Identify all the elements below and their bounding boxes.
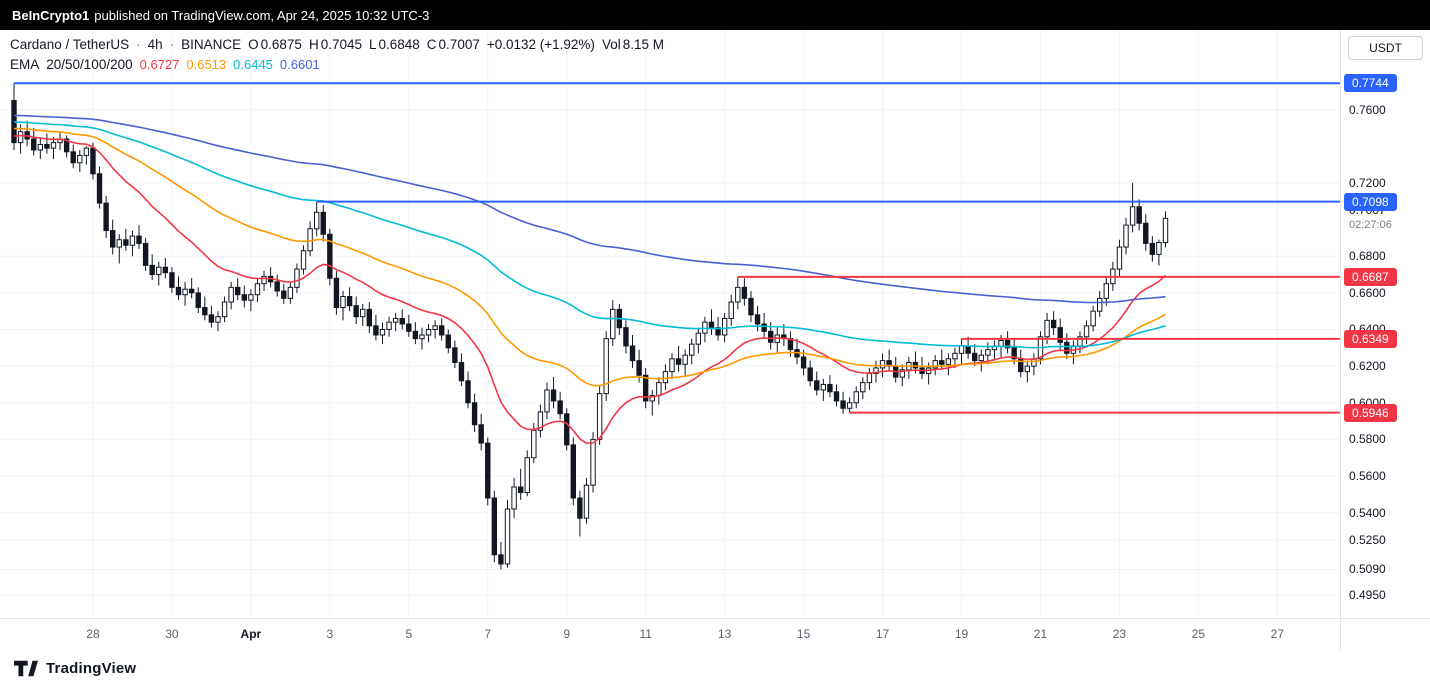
time-tick-label: 13 [717, 627, 732, 641]
time-tick-label: 17 [875, 627, 890, 641]
price-tick-label: 0.5400 [1349, 505, 1386, 520]
low-value: L 0.6848 [368, 37, 420, 52]
ema-200-line[interactable] [13, 114, 1166, 304]
time-tick-label: 30 [165, 627, 179, 641]
time-tick-label: Apr [240, 627, 262, 641]
time-tick-label: 19 [954, 627, 969, 641]
change-value: +0.0132 (+1.92%) [486, 37, 595, 52]
time-tick-label: 21 [1033, 627, 1048, 641]
volume-value: Vol 8.15 M [601, 37, 664, 52]
price-tick-label: 0.7600 [1349, 102, 1386, 117]
price-axis[interactable]: USDT 0.76000.72000.68000.66000.64000.620… [1340, 30, 1430, 618]
bar-countdown: 02:27:06 [1349, 219, 1392, 232]
brand-name[interactable]: TradingView [46, 659, 137, 677]
time-tick-label: 27 [1270, 627, 1285, 641]
grid-layer [0, 30, 1340, 618]
currency-toggle-button[interactable]: USDT [1348, 36, 1423, 60]
time-tick-label: 5 [405, 627, 413, 641]
ema-indicator-label[interactable]: EMA [10, 57, 40, 72]
candlestick-chart-svg [0, 30, 1340, 618]
interval-label[interactable]: 4h [147, 37, 163, 52]
time-tick-label: 15 [796, 627, 811, 641]
level-price-badge[interactable]: 0.7744 [1344, 74, 1397, 93]
time-tick-label: 28 [86, 627, 100, 641]
attribution-text: published on TradingView.com, Apr 24, 20… [94, 7, 430, 23]
level-price-badge[interactable]: 0.5946 [1344, 403, 1397, 422]
high-value: H 0.7045 [308, 37, 362, 52]
time-tick-label: 25 [1191, 627, 1206, 641]
time-tick-label: 9 [563, 627, 571, 641]
price-tick-label: 0.5600 [1349, 469, 1386, 484]
price-tick-label: 0.6200 [1349, 359, 1386, 374]
price-tick-label: 0.7200 [1349, 175, 1386, 190]
level-price-badge[interactable]: 0.6349 [1344, 329, 1397, 348]
ema20-value: 0.6727 [139, 57, 180, 72]
time-tick-label: 7 [484, 627, 492, 641]
symbol-legend-row[interactable]: Cardano / TetherUS · 4h · BINANCE O 0.687… [10, 35, 664, 55]
attribution-author: BeInCrypto1 [12, 7, 90, 23]
close-value: C 0.7007 [426, 37, 480, 52]
price-tick-label: 0.5250 [1349, 533, 1386, 548]
tradingview-logo[interactable] [14, 660, 38, 677]
price-tick-label: 0.6800 [1349, 249, 1386, 264]
ema-50-line[interactable] [13, 127, 1166, 387]
ema100-value: 0.6445 [233, 57, 273, 72]
price-tick-label: 0.5090 [1349, 562, 1386, 577]
ema200-value: 0.6601 [279, 57, 320, 72]
time-tick-label: 23 [1112, 627, 1127, 641]
level-price-badge[interactable]: 0.6687 [1344, 267, 1397, 286]
price-tick-label: 0.5800 [1349, 432, 1386, 447]
symbol-name[interactable]: Cardano / TetherUS [10, 37, 130, 52]
time-tick-label: 11 [639, 627, 652, 641]
attribution-bar: BeInCrypto1 published on TradingView.com… [0, 0, 1430, 30]
chart-legend: Cardano / TetherUS · 4h · BINANCE O 0.687… [10, 35, 664, 75]
level-price-badge[interactable]: 0.7098 [1344, 192, 1397, 211]
ema50-value: 0.6513 [186, 57, 227, 72]
open-value: O 0.6875 [248, 37, 302, 52]
price-tick-label: 0.6600 [1349, 285, 1386, 300]
ema-100-line[interactable] [13, 121, 1166, 349]
price-tick-label: 0.4950 [1349, 588, 1386, 603]
separator-dot: · [136, 37, 141, 52]
separator-dot: · [169, 37, 175, 52]
axis-corner [1340, 618, 1430, 650]
ema-params: 20/50/100/200 [46, 57, 133, 72]
chart-plot-area[interactable]: Cardano / TetherUS · 4h · BINANCE O 0.687… [0, 30, 1340, 618]
chart-region: Cardano / TetherUS · 4h · BINANCE O 0.687… [0, 30, 1430, 650]
candles-layer [11, 83, 1169, 570]
time-tick-label: 3 [326, 627, 334, 641]
exchange-label: BINANCE [181, 37, 242, 52]
time-axis[interactable]: 28 30 Apr 3 5 7 9 11 13 15 17 19 21 23 25 27 [0, 618, 1340, 650]
footer: TradingView [0, 650, 1430, 686]
ema-legend-row[interactable]: EMA 20/50/100/200 0.6727 0.6513 0.6445 0… [10, 55, 664, 75]
